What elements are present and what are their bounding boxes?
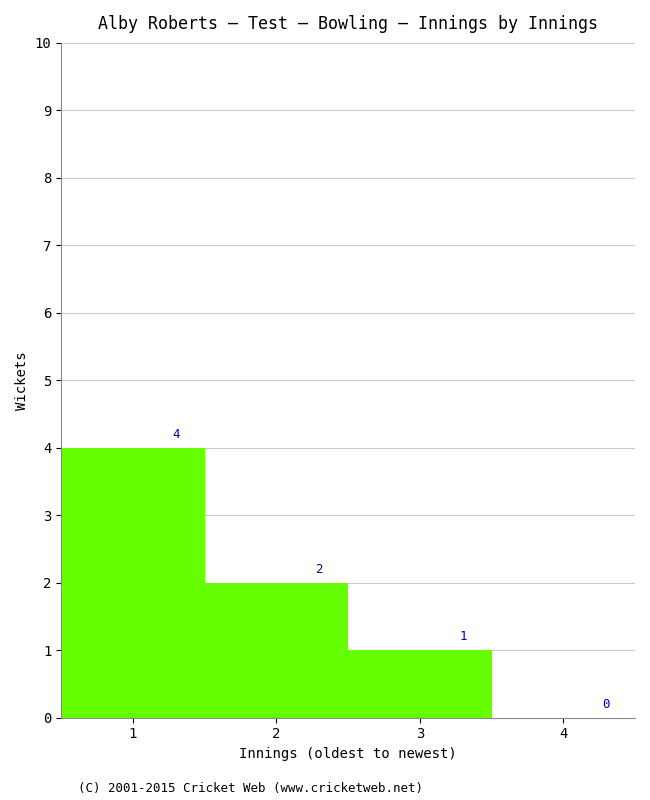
- Y-axis label: Wickets: Wickets: [15, 351, 29, 410]
- Bar: [205, 582, 348, 718]
- Title: Alby Roberts – Test – Bowling – Innings by Innings: Alby Roberts – Test – Bowling – Innings …: [98, 15, 598, 33]
- Bar: [348, 650, 491, 718]
- X-axis label: Innings (oldest to newest): Innings (oldest to newest): [239, 747, 457, 761]
- Text: 0: 0: [603, 698, 610, 711]
- Text: 4: 4: [172, 428, 179, 441]
- Text: 1: 1: [459, 630, 467, 643]
- Text: 2: 2: [315, 563, 323, 576]
- Text: (C) 2001-2015 Cricket Web (www.cricketweb.net): (C) 2001-2015 Cricket Web (www.cricketwe…: [78, 782, 423, 795]
- Bar: [61, 448, 205, 718]
